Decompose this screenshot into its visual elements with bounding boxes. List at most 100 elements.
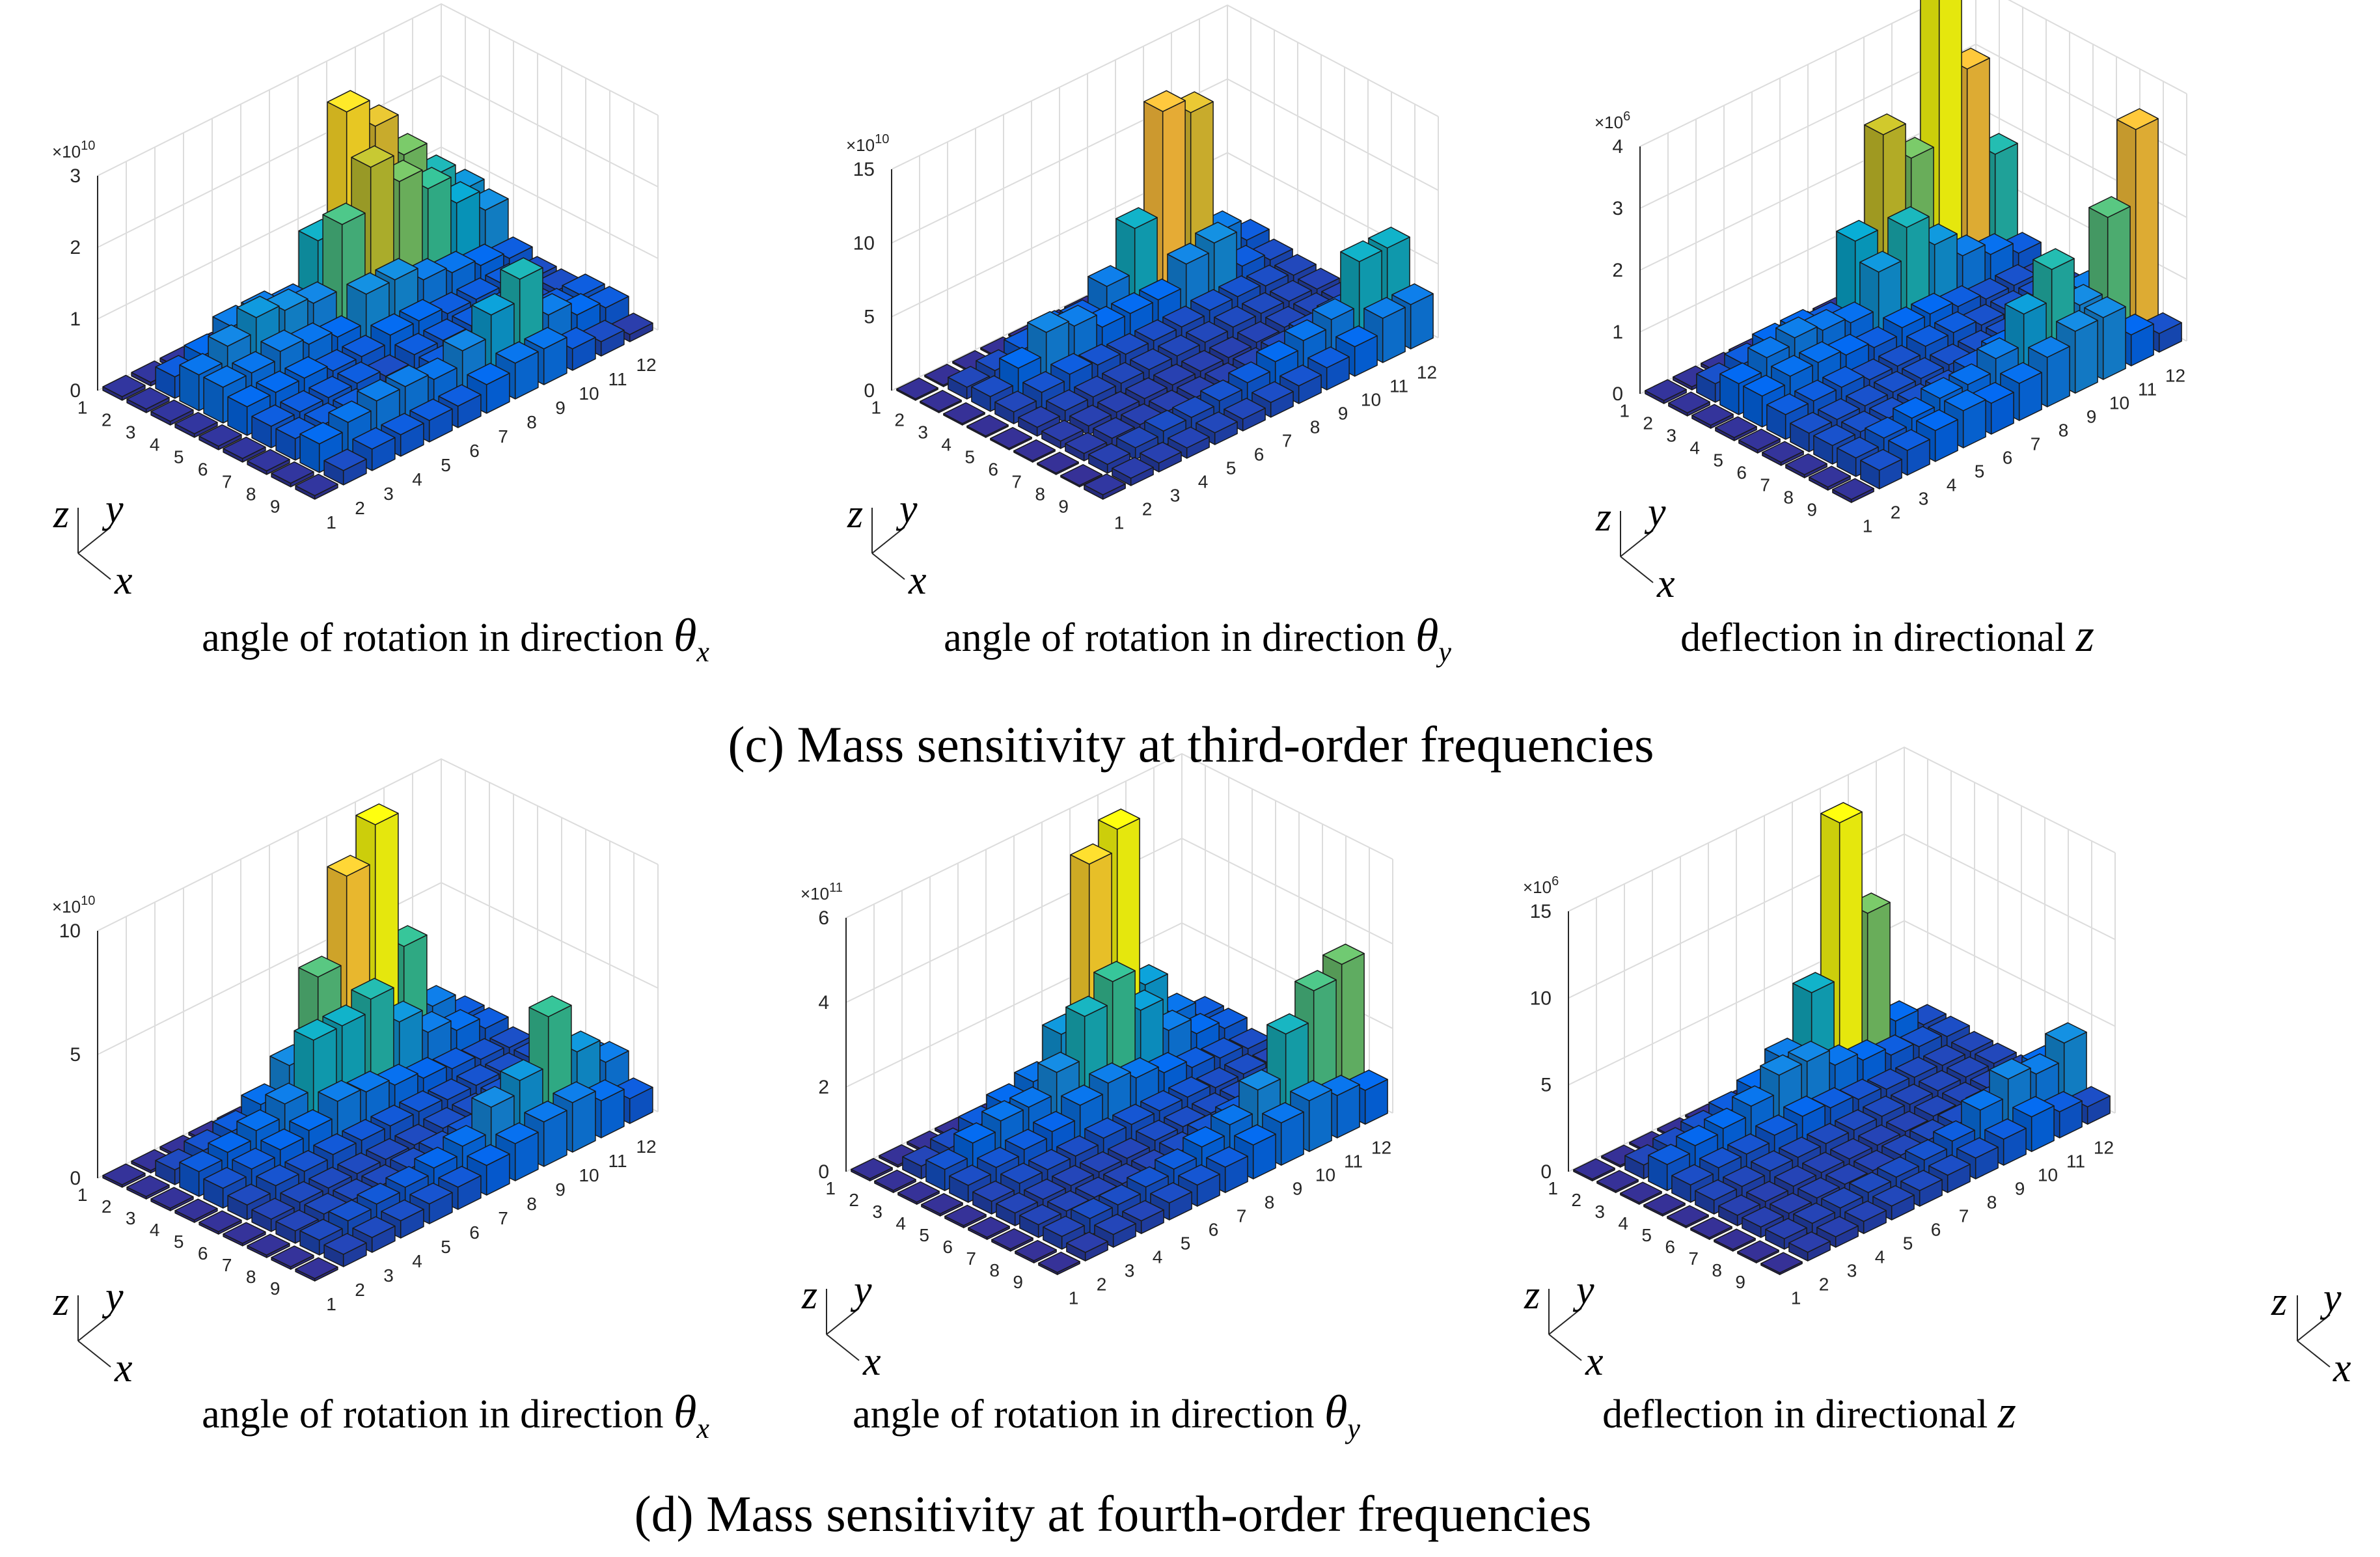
bar-face-top xyxy=(1836,219,1878,242)
y-tick-label: 6 xyxy=(1931,1220,1941,1240)
bar xyxy=(1715,416,1757,441)
bar-face-top xyxy=(1956,1137,1999,1159)
bar-face-top xyxy=(1228,361,1270,383)
bar-face-top xyxy=(1723,1165,1765,1187)
bar xyxy=(1168,426,1210,459)
bar-face-top xyxy=(1043,1215,1085,1237)
bar-face-top xyxy=(1719,362,1762,385)
bar-face-top xyxy=(1153,363,1196,386)
bar-face-top xyxy=(1041,419,1084,442)
bar-face-top xyxy=(1134,319,1177,342)
bar-face-top xyxy=(1743,374,1785,397)
bar-face-top xyxy=(1951,1030,1993,1053)
bar-face-top xyxy=(150,399,194,422)
bar-face-top xyxy=(295,1257,338,1279)
bar-face-top xyxy=(524,327,568,350)
y-tick-label: 7 xyxy=(1237,1206,1247,1226)
bar xyxy=(943,402,985,426)
bar-face-top xyxy=(966,414,1009,437)
bar-face-top xyxy=(1835,1109,1877,1131)
bar-face-top xyxy=(1921,377,1963,399)
bar-face-top xyxy=(328,400,372,423)
bar-face-top xyxy=(1270,280,1312,302)
bar-face-top xyxy=(1891,1083,1933,1105)
axis-triad xyxy=(871,508,905,580)
bar xyxy=(223,1222,266,1247)
y-tick-label: 2 xyxy=(1097,1275,1107,1295)
bar xyxy=(990,426,1032,450)
bar-face-top xyxy=(943,402,985,424)
bar-face-top xyxy=(1094,1213,1136,1235)
bar xyxy=(198,424,242,450)
bar-face-top xyxy=(370,313,414,336)
bar-face-top xyxy=(284,356,328,379)
panel-xlabel: angle of rotation in direction θx xyxy=(202,609,709,668)
bar xyxy=(295,1257,338,1282)
x-tick-label: 1 xyxy=(77,1185,88,1205)
bar-face-top xyxy=(1060,463,1102,486)
y-tick-label: 2 xyxy=(1891,503,1901,523)
x-tick-label: 5 xyxy=(174,1232,184,1252)
bar-face-top xyxy=(897,1181,940,1203)
bar-face-top xyxy=(1144,409,1186,432)
bar xyxy=(1150,1182,1192,1220)
y-tick-label: 12 xyxy=(2094,1138,2114,1158)
z-exponent-power: 11 xyxy=(829,881,843,895)
bar-face-top xyxy=(126,387,170,410)
triad-x-line xyxy=(1620,556,1654,583)
bar-face-top xyxy=(1984,1118,2027,1140)
bar xyxy=(495,1122,539,1181)
triad-x-label: x xyxy=(862,1340,881,1384)
bar-face-top xyxy=(1783,1095,1826,1117)
bar-face-top xyxy=(208,324,251,347)
bar-face-top xyxy=(1284,319,1326,342)
bar-face-top xyxy=(467,363,510,385)
bar-face-top xyxy=(1140,1090,1183,1112)
bar-face-top xyxy=(298,956,342,978)
bar-face-top xyxy=(102,374,146,398)
bar-face-top xyxy=(2045,1022,2087,1044)
bar-face-top xyxy=(1923,1044,1965,1066)
bar-face-top xyxy=(227,1183,271,1206)
y-tick-label: 10 xyxy=(2109,393,2129,413)
bar-face-top xyxy=(996,1192,1038,1214)
bar-face-top xyxy=(920,389,962,412)
bar-face-top xyxy=(438,384,482,407)
bar-face-top xyxy=(342,335,385,357)
bar-face-top xyxy=(953,1122,996,1144)
bar-face-top xyxy=(1976,337,2019,359)
y-tick-label: 6 xyxy=(2003,448,2013,468)
bar-face-top xyxy=(1738,428,1781,450)
bar-face-top xyxy=(1158,335,1200,357)
y-tick-label: 11 xyxy=(608,369,627,389)
bar-face-top xyxy=(1975,1042,2017,1064)
bar-face-top xyxy=(1900,1170,1943,1191)
bar-face-top xyxy=(275,1209,319,1232)
y-tick-label: 9 xyxy=(555,398,566,418)
bar xyxy=(1112,456,1154,486)
y-tick-label: 7 xyxy=(498,1208,508,1228)
bar-face-top xyxy=(1084,1117,1127,1139)
bar xyxy=(126,1175,170,1200)
bar-face-top xyxy=(1770,1192,1812,1214)
bar xyxy=(150,399,194,426)
bar-face-top xyxy=(1089,1062,1131,1084)
z-tick-label: 5 xyxy=(1540,1075,1552,1096)
bar-face-top xyxy=(2088,196,2131,218)
x-tick-label: 2 xyxy=(102,410,112,430)
y-tick-label: 12 xyxy=(636,1137,656,1157)
bar-face-top xyxy=(443,329,486,351)
panel-xlabel-subscript: y xyxy=(1436,636,1451,668)
bar-face-top xyxy=(1167,242,1209,265)
z-tick-label: 3 xyxy=(1612,198,1623,219)
bar-face-top xyxy=(370,1105,414,1127)
triad-y-line xyxy=(1548,1308,1582,1335)
bar-face-top xyxy=(247,1233,290,1256)
bar-face-top xyxy=(949,1164,991,1186)
bar xyxy=(1140,441,1182,473)
bar-face-top xyxy=(1033,1110,1075,1133)
bar-face-top xyxy=(357,1183,400,1205)
triad-x-label: x xyxy=(114,558,133,603)
